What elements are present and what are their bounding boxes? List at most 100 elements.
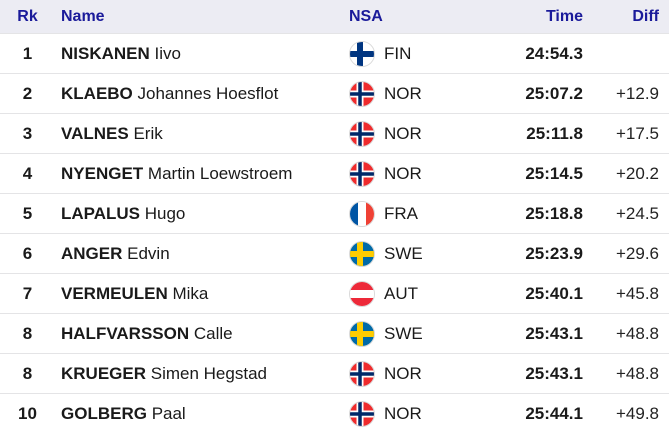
- nsa-code: FIN: [384, 43, 412, 63]
- rank-cell: 8: [22, 363, 33, 383]
- rank-cell: 10: [18, 403, 37, 423]
- rank-cell: 5: [22, 203, 33, 223]
- nsa-code: FRA: [384, 203, 418, 223]
- nsa-cell: SWE: [345, 240, 495, 267]
- athlete-surname: HALFVARSSON: [61, 323, 190, 343]
- table-header: Rk Name NSA Time Diff: [0, 0, 669, 33]
- athlete-surname: NISKANEN: [61, 43, 150, 63]
- time-cell: 25:18.8: [525, 203, 583, 223]
- table-row[interactable]: 8 KRUEGER Simen Hegstad NOR 25:43.1 +48.8: [0, 353, 669, 393]
- diff-cell: +20.2: [615, 163, 659, 183]
- table-row[interactable]: 7 VERMEULEN Mika AUT 25:40.1 +45.8: [0, 273, 669, 313]
- nsa-code: SWE: [384, 243, 423, 263]
- table-row[interactable]: 1 NISKANEN Iivo FIN 24:54.3: [0, 33, 669, 73]
- time-cell: 24:54.3: [525, 43, 583, 63]
- col-header-time: Time: [545, 7, 583, 25]
- athlete-firstname: Johannes Hoesflot: [137, 83, 279, 103]
- athlete-name-cell: KRUEGER Simen Hegstad: [55, 364, 345, 384]
- table-row[interactable]: 5 LAPALUS Hugo FRA 25:18.8 +24.5: [0, 193, 669, 233]
- time-cell: 25:44.1: [525, 403, 583, 423]
- rank-cell: 1: [22, 43, 33, 63]
- nsa-cell: NOR: [345, 80, 495, 107]
- athlete-surname: GOLBERG: [61, 403, 147, 423]
- athlete-surname: VALNES: [61, 123, 129, 143]
- time-cell: 25:43.1: [525, 363, 583, 383]
- diff-cell: +24.5: [615, 203, 659, 223]
- col-header-nsa: NSA: [349, 7, 383, 25]
- athlete-surname: NYENGET: [61, 163, 144, 183]
- athlete-name-cell: VALNES Erik: [55, 124, 345, 144]
- athlete-name-cell: ANGER Edvin: [55, 244, 345, 264]
- athlete-surname: ANGER: [61, 243, 123, 263]
- nsa-cell: FIN: [345, 40, 495, 67]
- flag-icon-fin: [349, 40, 375, 67]
- nsa-code: SWE: [384, 323, 423, 343]
- athlete-surname: VERMEULEN: [61, 283, 168, 303]
- diff-cell: +48.8: [615, 363, 659, 383]
- time-cell: 25:40.1: [525, 283, 583, 303]
- athlete-name-cell: GOLBERG Paal: [55, 404, 345, 424]
- flag-icon-swe: [349, 320, 375, 347]
- col-header-name: Name: [61, 7, 105, 25]
- rank-cell: 3: [22, 123, 33, 143]
- athlete-name-cell: NISKANEN Iivo: [55, 44, 345, 64]
- flag-icon-nor: [349, 120, 375, 147]
- rank-cell: 8: [22, 323, 33, 343]
- rank-cell: 4: [22, 163, 33, 183]
- diff-cell: +29.6: [615, 243, 659, 263]
- nsa-cell: NOR: [345, 360, 495, 387]
- time-cell: 25:07.2: [525, 83, 583, 103]
- table-row[interactable]: 10 GOLBERG Paal NOR 25:44.1 +49.8: [0, 393, 669, 433]
- diff-cell: +12.9: [615, 83, 659, 103]
- nsa-code: NOR: [384, 403, 422, 423]
- athlete-name-cell: KLAEBO Johannes Hoesflot: [55, 84, 345, 104]
- table-row[interactable]: 4 NYENGET Martin Loewstroem NOR 25:14.5 +20.…: [0, 153, 669, 193]
- time-cell: 25:23.9: [525, 243, 583, 263]
- athlete-firstname: Hugo: [144, 203, 186, 223]
- table-row[interactable]: 8 HALFVARSSON Calle SWE 25:43.1 +48.8: [0, 313, 669, 353]
- nsa-code: AUT: [384, 283, 418, 303]
- col-header-rank: Rk: [17, 7, 38, 25]
- diff-cell: +48.8: [615, 323, 659, 343]
- diff-cell: +49.8: [615, 403, 659, 423]
- nsa-code: NOR: [384, 123, 422, 143]
- flag-icon-nor: [349, 80, 375, 107]
- table-body: 1 NISKANEN Iivo FIN 24:54.3 2 KLAEBO Johannes…: [0, 33, 669, 433]
- athlete-surname: KLAEBO: [61, 83, 133, 103]
- athlete-name-cell: NYENGET Martin Loewstroem: [55, 164, 345, 184]
- table-row[interactable]: 3 VALNES Erik NOR 25:11.8 +17.5: [0, 113, 669, 153]
- diff-cell: +17.5: [615, 123, 659, 143]
- athlete-name-cell: HALFVARSSON Calle: [55, 324, 345, 344]
- diff-cell: +45.8: [615, 283, 659, 303]
- flag-icon-fra: [349, 200, 375, 227]
- athlete-name-cell: LAPALUS Hugo: [55, 204, 345, 224]
- flag-icon-nor: [349, 160, 375, 187]
- col-header-diff: Diff: [632, 7, 659, 25]
- athlete-firstname: Paal: [151, 403, 186, 423]
- nsa-code: NOR: [384, 83, 422, 103]
- rank-cell: 2: [22, 83, 33, 103]
- nsa-cell: FRA: [345, 200, 495, 227]
- athlete-firstname: Iivo: [154, 43, 181, 63]
- table-row[interactable]: 6 ANGER Edvin SWE 25:23.9 +29.6: [0, 233, 669, 273]
- time-cell: 25:43.1: [525, 323, 583, 343]
- athlete-firstname: Mika: [172, 283, 209, 303]
- flag-icon-nor: [349, 360, 375, 387]
- nsa-cell: SWE: [345, 320, 495, 347]
- athlete-name-cell: VERMEULEN Mika: [55, 284, 345, 304]
- flag-icon-swe: [349, 240, 375, 267]
- time-cell: 25:14.5: [525, 163, 583, 183]
- rank-cell: 6: [22, 243, 33, 263]
- athlete-firstname: Martin Loewstroem: [147, 163, 293, 183]
- nsa-code: NOR: [384, 163, 422, 183]
- nsa-cell: NOR: [345, 400, 495, 427]
- nsa-cell: NOR: [345, 120, 495, 147]
- athlete-surname: LAPALUS: [61, 203, 141, 223]
- athlete-firstname: Simen Hegstad: [150, 363, 267, 383]
- athlete-firstname: Erik: [133, 123, 163, 143]
- table-row[interactable]: 2 KLAEBO Johannes Hoesflot NOR 25:07.2 +12.9: [0, 73, 669, 113]
- time-cell: 25:11.8: [526, 123, 583, 143]
- athlete-firstname: Calle: [193, 323, 233, 343]
- athlete-surname: KRUEGER: [61, 363, 147, 383]
